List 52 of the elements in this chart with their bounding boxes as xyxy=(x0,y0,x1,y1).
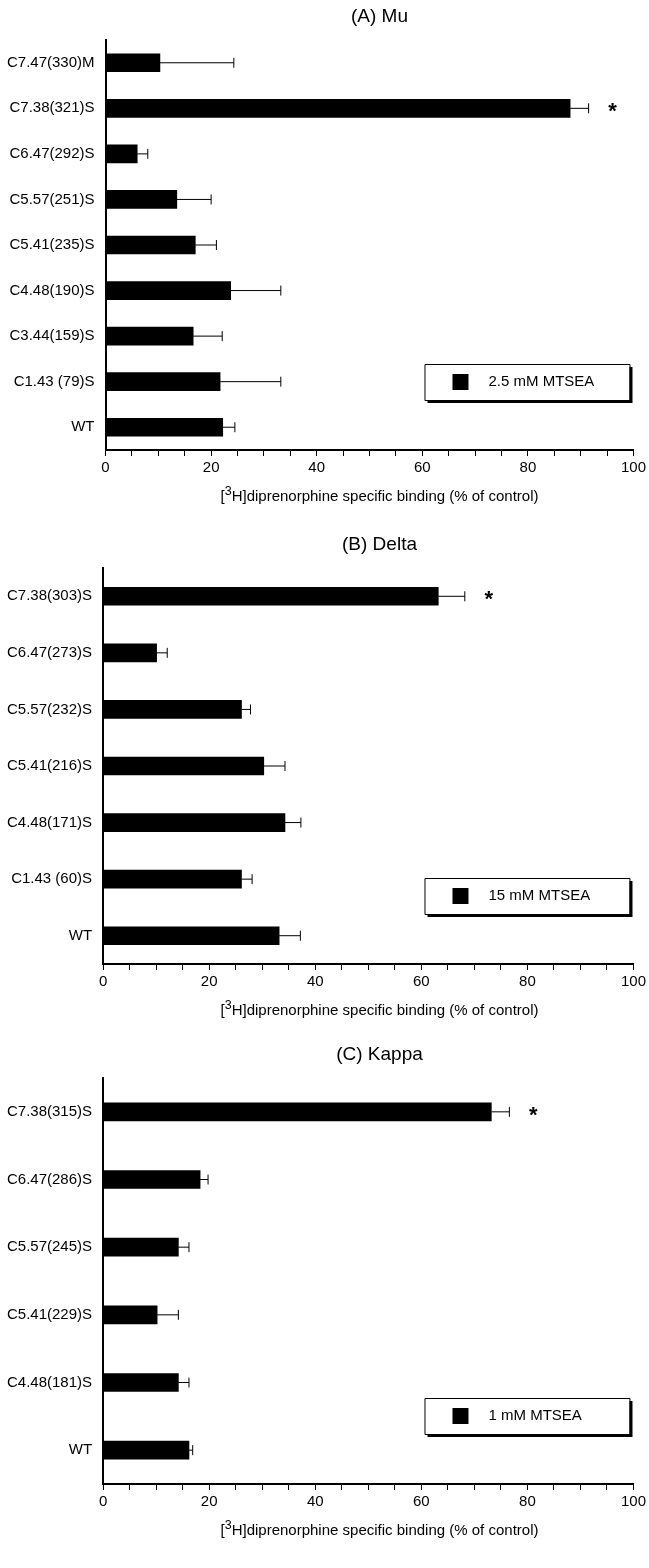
y-tick-label: C7.38(321)S xyxy=(9,98,95,116)
x-tick-label: 100 xyxy=(620,458,646,476)
y-tick-label: C4.48(181)S xyxy=(6,1372,93,1390)
x-axis-title: [$^{3}$H]diprenorphine specific binding (% of control) xyxy=(219,1517,540,1538)
y-tick-label: C4.48(190)S xyxy=(9,280,95,298)
x-tick-label: 40 xyxy=(306,972,324,990)
x-tick-label: 40 xyxy=(308,458,326,476)
chart-title: (A) Mu xyxy=(350,4,409,28)
annotation: * xyxy=(608,98,618,124)
x-tick-label: 80 xyxy=(519,972,536,990)
x-tick-label: 60 xyxy=(412,972,430,990)
y-tick-label: WT xyxy=(68,1440,93,1458)
y-tick-label: C7.47(330)M xyxy=(6,52,95,70)
x-tick-label: 0 xyxy=(98,972,108,990)
x-tick-label: 20 xyxy=(200,972,218,990)
y-tick-label: WT xyxy=(71,417,95,435)
x-tick-label: 100 xyxy=(620,972,646,990)
chart-title: (B) Delta xyxy=(341,532,418,556)
y-tick-label: C3.44(159)S xyxy=(9,326,95,344)
y-tick-label: C5.41(216)S xyxy=(6,756,93,774)
x-tick-label: 20 xyxy=(202,458,220,476)
chart-title: (C) Kappa xyxy=(335,1042,424,1066)
y-tick-label: C6.47(292)S xyxy=(9,144,95,162)
x-tick-label: 0 xyxy=(101,458,110,476)
y-tick-label: C5.57(232)S xyxy=(6,699,93,717)
annotation: * xyxy=(529,1101,539,1127)
x-tick-label: 80 xyxy=(519,458,537,476)
x-tick-label: 100 xyxy=(620,1492,646,1510)
legend-label: 15 mM MTSEA xyxy=(488,886,591,904)
y-tick-label: C1.43 (79)S xyxy=(13,371,95,389)
x-axis-title: [$^{3}$H]diprenorphine specific binding (% of control) xyxy=(219,483,540,504)
x-axis-title: [$^{3}$H]diprenorphine specific binding (% of control) xyxy=(219,997,540,1018)
y-tick-label: C5.41(235)S xyxy=(9,235,95,253)
y-tick-label: C5.57(245)S xyxy=(6,1237,93,1255)
y-tick-label: C4.48(171)S xyxy=(6,812,93,830)
y-tick-label: C7.38(303)S xyxy=(6,586,93,604)
y-tick-label: WT xyxy=(68,925,93,943)
y-tick-label: C5.57(251)S xyxy=(9,189,95,207)
x-tick-label: 40 xyxy=(306,1492,324,1510)
x-tick-label: 60 xyxy=(413,458,431,476)
y-tick-label: C1.43 (60)S xyxy=(11,869,93,887)
y-tick-label: C5.41(229)S xyxy=(6,1304,93,1322)
x-tick-label: 80 xyxy=(519,1492,536,1510)
x-tick-label: 0 xyxy=(98,1492,108,1510)
y-tick-label: C6.47(273)S xyxy=(6,643,93,660)
annotation: * xyxy=(484,586,494,612)
y-tick-label: C6.47(286)S xyxy=(6,1169,93,1187)
x-tick-label: 60 xyxy=(412,1492,430,1510)
x-tick-label: 20 xyxy=(200,1492,218,1510)
legend-label: 2.5 mM MTSEA xyxy=(488,372,595,390)
y-tick-label: C7.38(315)S xyxy=(6,1101,93,1119)
legend-label: 1 mM MTSEA xyxy=(488,1406,582,1424)
